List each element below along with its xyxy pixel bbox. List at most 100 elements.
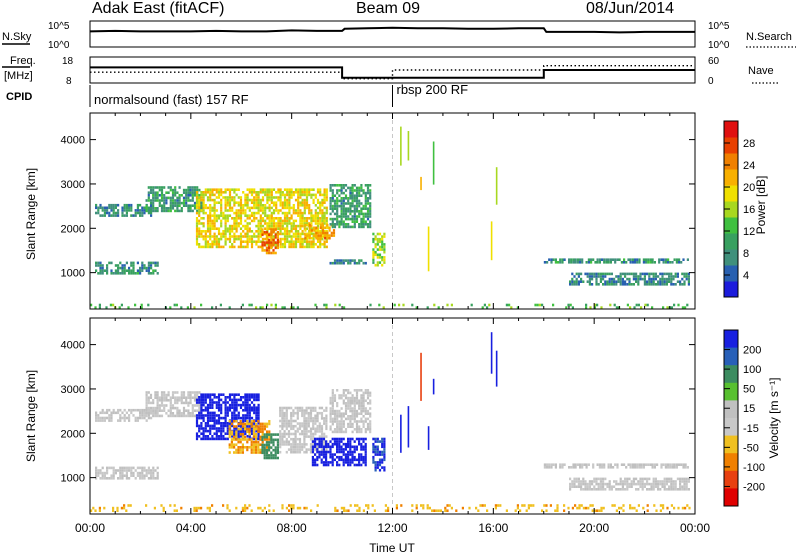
echo-cell (250, 420, 253, 423)
echo-cell (248, 409, 251, 412)
echo-cell (231, 198, 234, 202)
echo-cell (198, 230, 201, 233)
echo-cell (369, 204, 372, 208)
echo-cell (351, 189, 354, 192)
echo-cell (614, 261, 617, 264)
echo-cell (319, 193, 322, 197)
echo-cell (283, 430, 286, 433)
echo-cell (158, 188, 161, 192)
echo-cell (316, 424, 319, 428)
echo-cell (285, 432, 288, 436)
echo-cell (621, 480, 624, 483)
echo-cell (682, 466, 685, 469)
echo-cell (351, 394, 354, 397)
echo-cell (338, 428, 341, 431)
echo-cell (668, 477, 671, 481)
echo-cell (281, 437, 284, 441)
echo-cell (248, 430, 251, 433)
echo-cell (261, 306, 264, 309)
echo-cell (253, 409, 256, 412)
echo-cell (147, 191, 150, 194)
echo-cell (347, 455, 350, 459)
echo-cell (355, 210, 359, 213)
echo-cell (351, 186, 354, 190)
echo-cell (559, 463, 562, 466)
echo-cell (659, 480, 662, 483)
echo-cell (597, 485, 600, 488)
echo-cell (600, 306, 603, 309)
echo-cell (292, 193, 295, 197)
echo-cell (308, 234, 311, 237)
echo-cell (242, 224, 245, 228)
echo-cell (628, 272, 631, 276)
echo-cell (329, 425, 332, 428)
echo-cell (606, 272, 609, 276)
echo-cell (288, 211, 291, 215)
echo-cell (351, 217, 354, 221)
echo-cell (687, 277, 690, 281)
echo-cell (369, 428, 372, 431)
echo-cell (204, 401, 207, 404)
echo-cell (257, 451, 260, 454)
echo-cell (333, 420, 337, 423)
echo-cell (154, 194, 157, 197)
echo-cell (174, 414, 177, 418)
echo-cell (353, 212, 356, 216)
echo-cell (268, 227, 271, 230)
echo-cell (167, 196, 170, 200)
echo-cell (593, 509, 596, 512)
echo-cell (628, 477, 631, 481)
echo-cell (287, 435, 291, 438)
echo-cell (252, 448, 255, 452)
echo-cell (321, 229, 325, 232)
echo-cell (639, 272, 642, 276)
echo-cell (288, 217, 291, 220)
echo-cell (595, 283, 598, 286)
echo-cell (237, 416, 240, 420)
echo-cell (255, 422, 258, 426)
echo-cell (674, 275, 677, 278)
echo-cell (206, 224, 210, 228)
echo-cell (230, 433, 233, 436)
echo-cell (580, 482, 583, 486)
echo-cell (638, 261, 641, 264)
echo-cell (364, 450, 367, 454)
echo-cell (191, 188, 194, 192)
echo-cell (156, 414, 159, 418)
echo-cell (268, 446, 271, 449)
echo-cell (211, 193, 214, 197)
echo-cell (283, 417, 286, 420)
echo-cell (298, 445, 302, 449)
echo-cell (340, 199, 343, 203)
echo-cell (292, 206, 295, 210)
echo-cell (570, 261, 573, 264)
echo-cell (145, 396, 148, 399)
echo-cell (364, 202, 367, 205)
echo-cell (176, 396, 179, 399)
echo-cell (329, 402, 332, 405)
velocity-colorbar-swatch (724, 470, 738, 489)
echo-cell (244, 219, 247, 223)
echo-cell (222, 196, 225, 199)
echo-cell (320, 453, 323, 456)
echo-cell (211, 206, 214, 210)
echo-cell (123, 469, 126, 472)
echo-cell (277, 198, 280, 202)
echo-cell (674, 480, 677, 483)
echo-cell (630, 272, 633, 276)
echo-cell (141, 266, 144, 270)
echo-cell (169, 196, 172, 200)
echo-cell (613, 480, 616, 483)
echo-cell (351, 191, 354, 195)
echo-cell (573, 283, 576, 286)
echo-cell (362, 396, 365, 400)
echo-cell (661, 283, 664, 286)
echo-cell (242, 409, 245, 412)
echo-cell (171, 204, 175, 207)
echo-cell (575, 277, 578, 281)
echo-cell (123, 504, 126, 507)
echo-cell (257, 422, 260, 425)
echo-cell (626, 482, 629, 486)
echo-cell (342, 453, 345, 456)
echo-cell (200, 506, 203, 510)
